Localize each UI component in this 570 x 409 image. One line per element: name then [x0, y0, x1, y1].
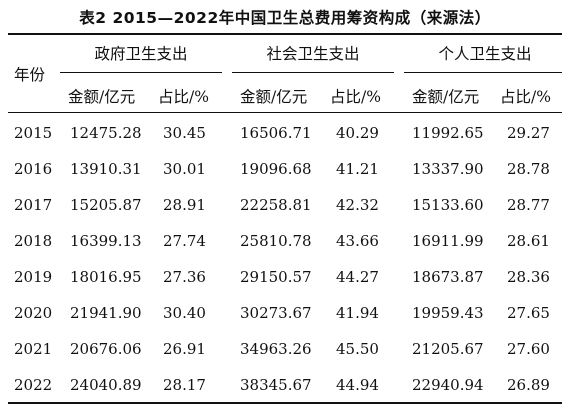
ind-amount-header: 金额/亿元 — [412, 88, 480, 106]
ind-pct-cell: 29.27 — [507, 124, 550, 142]
gov-amount-cell: 21941.90 — [70, 304, 142, 322]
gov-amount-cell: 20676.06 — [70, 340, 142, 358]
ind-amount-cell: 11992.65 — [412, 124, 484, 142]
gov-amount-cell: 12475.28 — [70, 124, 142, 142]
gov-pct-header: 占比/% — [158, 88, 209, 106]
gov-amount-header: 金额/亿元 — [68, 88, 136, 106]
gov-pct-cell: 27.36 — [163, 268, 206, 286]
soc-amount-cell: 19096.68 — [240, 160, 312, 178]
year-cell: 2020 — [14, 304, 53, 322]
gov-pct-cell: 30.45 — [163, 124, 206, 142]
gov-pct-cell: 28.17 — [163, 376, 206, 394]
soc-amount-cell: 34963.26 — [240, 340, 312, 358]
gov-amount-cell: 18016.95 — [70, 268, 142, 286]
gov-pct-cell: 26.91 — [163, 340, 206, 358]
soc-pct-cell: 44.94 — [336, 376, 379, 394]
ind-group-rule — [404, 72, 562, 73]
gov-amount-cell: 13910.31 — [70, 160, 142, 178]
gov-pct-cell: 27.74 — [163, 232, 206, 250]
year-cell: 2016 — [14, 160, 53, 178]
year-cell: 2021 — [14, 340, 53, 358]
soc-pct-cell: 44.27 — [336, 268, 379, 286]
soc-amount-header: 金额/亿元 — [240, 88, 308, 106]
gov-group-header: 政府卫生支出 — [94, 45, 188, 63]
gov-amount-cell: 15205.87 — [70, 196, 142, 214]
ind-pct-cell: 26.89 — [507, 376, 550, 394]
ind-pct-cell: 27.60 — [507, 340, 550, 358]
soc-amount-cell: 25810.78 — [240, 232, 312, 250]
year-cell: 2017 — [14, 196, 53, 214]
soc-pct-cell: 41.21 — [336, 160, 379, 178]
ind-amount-cell: 18673.87 — [412, 268, 484, 286]
ind-pct-header: 占比/% — [500, 88, 551, 106]
year-cell: 2015 — [14, 124, 53, 142]
soc-amount-cell: 22258.81 — [240, 196, 312, 214]
year-cell: 2019 — [14, 268, 53, 286]
ind-amount-cell: 21205.67 — [412, 340, 484, 358]
top-rule — [8, 33, 562, 35]
year-header: 年份 — [14, 66, 46, 84]
ind-pct-cell: 28.36 — [507, 268, 550, 286]
ind-group-header: 个人卫生支出 — [438, 45, 532, 63]
soc-pct-cell: 40.29 — [336, 124, 379, 142]
soc-amount-cell: 16506.71 — [240, 124, 312, 142]
soc-pct-cell: 41.94 — [336, 304, 379, 322]
soc-amount-cell: 38345.67 — [240, 376, 312, 394]
soc-amount-cell: 30273.67 — [240, 304, 312, 322]
ind-amount-cell: 22940.94 — [412, 376, 484, 394]
soc-pct-header: 占比/% — [330, 88, 381, 106]
ind-amount-cell: 19959.43 — [412, 304, 484, 322]
soc-pct-cell: 45.50 — [336, 340, 379, 358]
bottom-rule — [8, 402, 562, 404]
soc-pct-cell: 42.32 — [336, 196, 379, 214]
ind-pct-cell: 28.61 — [507, 232, 550, 250]
ind-pct-cell: 28.77 — [507, 196, 550, 214]
gov-amount-cell: 16399.13 — [70, 232, 142, 250]
soc-amount-cell: 29150.57 — [240, 268, 312, 286]
ind-amount-cell: 13337.90 — [412, 160, 484, 178]
gov-amount-cell: 24040.89 — [70, 376, 142, 394]
gov-pct-cell: 28.91 — [163, 196, 206, 214]
year-cell: 2018 — [14, 232, 53, 250]
ind-pct-cell: 28.78 — [507, 160, 550, 178]
ind-amount-cell: 15133.60 — [412, 196, 484, 214]
gov-pct-cell: 30.40 — [163, 304, 206, 322]
soc-pct-cell: 43.66 — [336, 232, 379, 250]
header-rule — [8, 112, 562, 113]
year-cell: 2022 — [14, 376, 53, 394]
soc-group-header: 社会卫生支出 — [266, 45, 360, 63]
gov-group-rule — [60, 72, 222, 73]
table-title: 表2 2015—2022年中国卫生总费用筹资构成（来源法） — [79, 9, 491, 27]
soc-group-rule — [232, 72, 394, 73]
gov-pct-cell: 30.01 — [163, 160, 206, 178]
ind-amount-cell: 16911.99 — [412, 232, 484, 250]
ind-pct-cell: 27.65 — [507, 304, 550, 322]
